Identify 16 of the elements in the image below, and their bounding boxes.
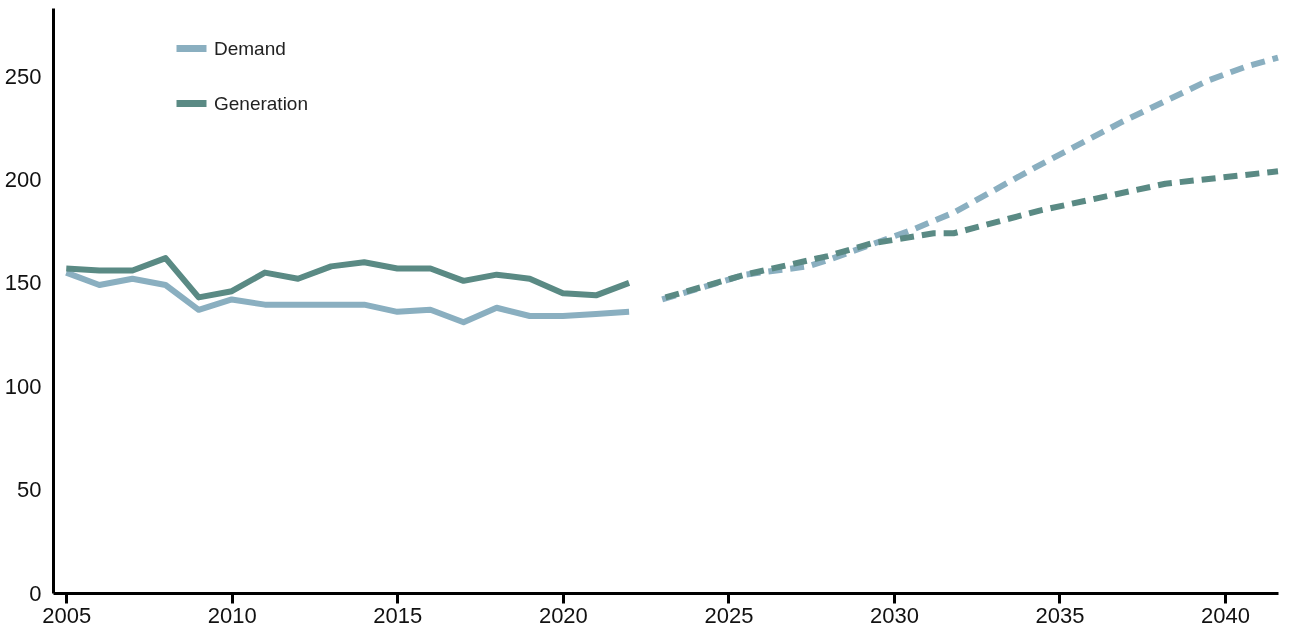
x-tick-label: 2040	[1201, 602, 1250, 628]
y-tick-label: 200	[4, 167, 42, 193]
x-tick-label: 2020	[538, 602, 588, 628]
x-tick-label: 2030	[869, 602, 919, 628]
y-tick-label: 250	[4, 63, 42, 89]
x-tick-label: 2035	[1035, 602, 1085, 628]
legend-label: Generation	[214, 92, 309, 114]
x-tick-label: 2005	[42, 602, 92, 628]
y-tick-label: 50	[17, 477, 42, 503]
y-tick-label: 0	[29, 580, 42, 606]
x-tick-label: 2010	[207, 602, 257, 628]
y-tick-label: 100	[4, 373, 42, 399]
x-tick-label: 2015	[373, 602, 423, 628]
legend-label: Demand	[214, 37, 286, 59]
y-tick-label: 150	[4, 270, 42, 296]
x-tick-label: 2025	[704, 602, 754, 628]
